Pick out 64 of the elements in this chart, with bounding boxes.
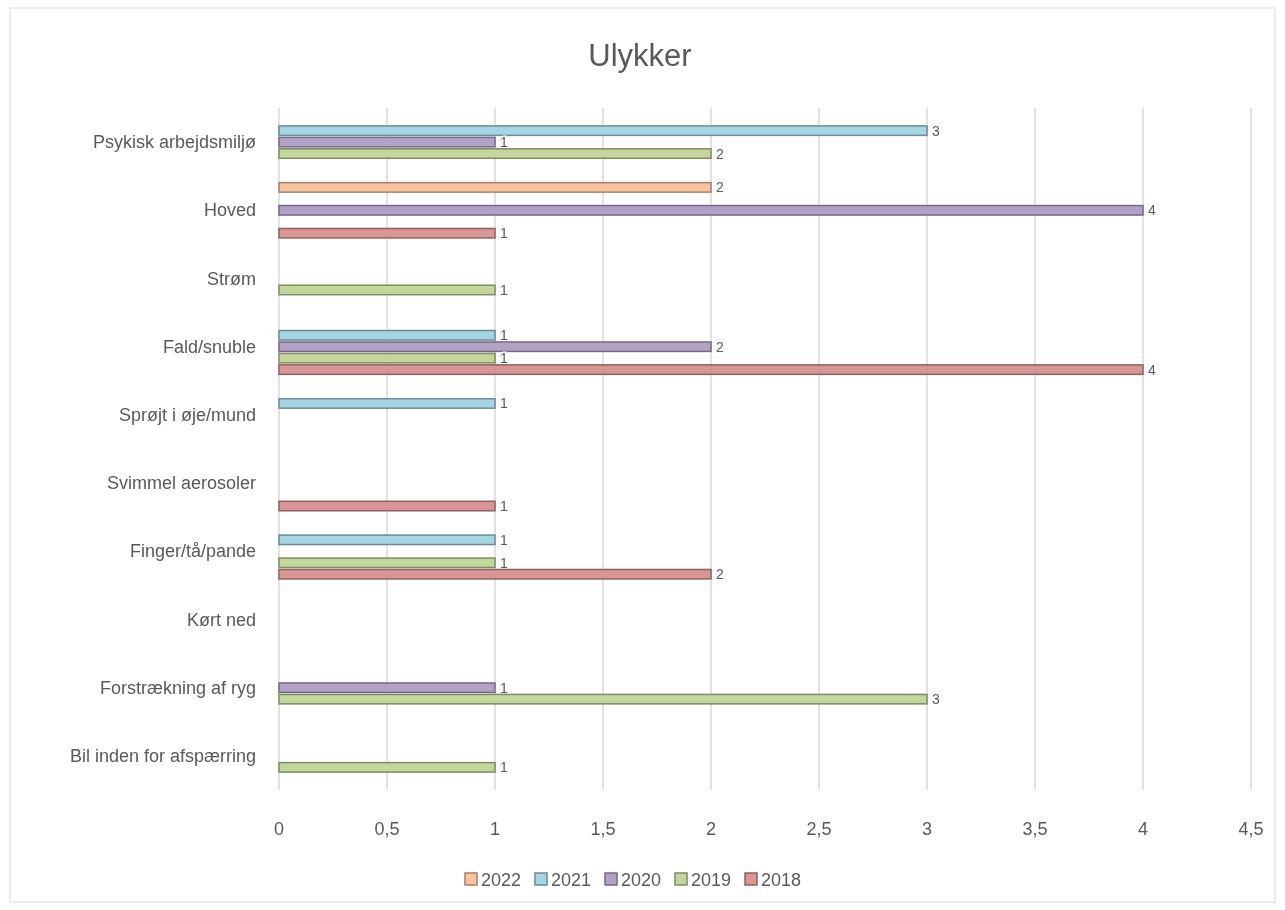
legend-label: 2020 xyxy=(621,870,662,890)
bar xyxy=(278,500,496,512)
bar xyxy=(278,204,1144,216)
data-label: 1 xyxy=(500,327,508,344)
data-label: 3 xyxy=(932,122,940,139)
bar xyxy=(278,568,712,580)
legend-label: 2022 xyxy=(481,870,522,890)
y-tick-label: Sprøjt i øje/mund xyxy=(118,404,256,425)
y-tick-label: Strøm xyxy=(207,268,256,289)
bar xyxy=(278,136,496,148)
data-label: 1 xyxy=(500,554,508,571)
y-tick-label: Hoved xyxy=(203,200,256,221)
x-tick-label: 2,5 xyxy=(806,819,832,839)
y-tick-label: Bil inden for afspærring xyxy=(69,745,256,766)
x-tick-label: 0,5 xyxy=(374,819,400,839)
legend-label: 2018 xyxy=(761,870,802,890)
bar xyxy=(278,181,712,193)
x-tick-label: 1 xyxy=(489,819,501,839)
bar xyxy=(278,682,496,694)
data-label: 2 xyxy=(716,145,724,162)
bar xyxy=(278,125,928,137)
data-label: 1 xyxy=(500,395,508,412)
data-label: 1 xyxy=(500,225,508,242)
x-tick-label: 4,5 xyxy=(1238,819,1264,839)
data-label: 2 xyxy=(716,338,724,355)
x-tick-label: 1,5 xyxy=(590,819,616,839)
data-label: 1 xyxy=(500,679,508,696)
bar xyxy=(278,352,496,364)
y-tick-label: Finger/tå/pande xyxy=(129,541,256,562)
y-tick-label: Forstrækning af ryg xyxy=(99,677,256,698)
legend-label: 2021 xyxy=(551,870,592,890)
data-label: 1 xyxy=(500,531,508,548)
data-label: 1 xyxy=(500,281,508,298)
data-label: 2 xyxy=(716,566,724,583)
bar xyxy=(278,761,496,773)
bar xyxy=(278,341,712,353)
chart-title: Ulykker xyxy=(588,38,692,73)
x-tick-label: 3,5 xyxy=(1022,819,1048,839)
data-label: 1 xyxy=(500,759,508,776)
bar xyxy=(278,364,1144,376)
data-label: 2 xyxy=(716,179,724,196)
bar xyxy=(278,397,496,409)
data-label: 4 xyxy=(1148,361,1156,378)
bar xyxy=(278,227,496,239)
y-tick-label: Psykisk arbejdsmiljø xyxy=(92,132,256,153)
bar xyxy=(278,329,496,341)
data-label: 3 xyxy=(932,691,940,708)
y-tick-label: Kørt ned xyxy=(186,609,256,630)
data-label: 1 xyxy=(500,350,508,367)
x-tick-label: 3 xyxy=(921,819,933,839)
y-tick-label: Svimmel aerosoler xyxy=(106,473,256,494)
data-label: 4 xyxy=(1148,202,1156,219)
bar xyxy=(278,534,496,546)
data-label: 1 xyxy=(500,134,508,151)
x-tick-label: 0 xyxy=(273,819,285,839)
y-tick-label: Fald/snuble xyxy=(162,336,256,357)
x-tick-label: 2 xyxy=(705,819,717,839)
legend-label: 2019 xyxy=(691,870,732,890)
bar xyxy=(278,693,928,705)
bar xyxy=(278,557,496,569)
bar xyxy=(278,284,496,296)
data-label: 1 xyxy=(500,498,508,515)
x-tick-label: 4 xyxy=(1137,819,1149,839)
bar xyxy=(278,148,712,160)
